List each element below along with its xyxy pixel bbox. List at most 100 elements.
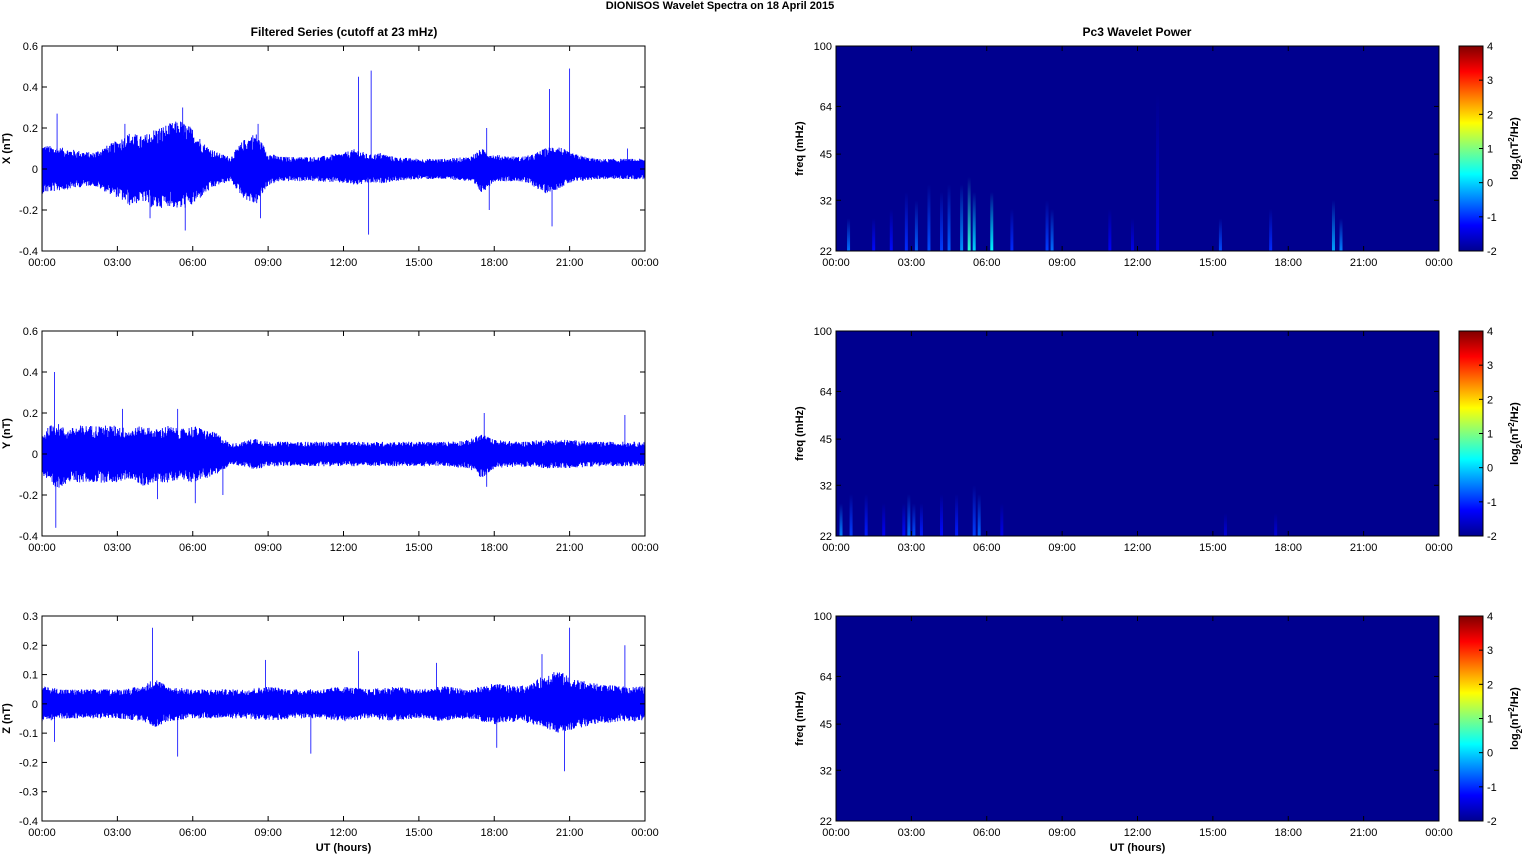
y-power-xtick-label: 00:00 (1425, 542, 1453, 554)
x-power-burst (1010, 209, 1014, 251)
y-series-panel: -0.4 -0.2 0 0.2 0.4 0.6 Y (nT) 00:00 03:00 06:00 0… (1, 326, 659, 554)
z-power-ytick-label: 32 (820, 765, 832, 777)
x-power-burst (1156, 94, 1160, 252)
y-power-xtick-label: 21:00 (1350, 542, 1378, 554)
x-series-ytick-label: -0.2 (19, 205, 38, 217)
y-power-colorbar-label: log2(nT2/Hz) (1507, 402, 1524, 465)
y-series-xtick-label: 09:00 (254, 542, 282, 554)
y-power-plot-area (836, 331, 1439, 536)
y-series-xtick-label: 00:00 (631, 542, 659, 554)
y-series-ylabel: Y (nT) (1, 418, 13, 449)
x-power-plot-area (836, 46, 1439, 251)
x-power-colorbar-tick-label: 3 (1487, 75, 1493, 87)
y-power-burst (955, 494, 959, 536)
x-series-xtick-label: 12:00 (330, 257, 358, 269)
y-power-xtick-label: 15:00 (1199, 542, 1227, 554)
x-power-burst (940, 192, 944, 251)
y-power-panel: 22 32 45 64 100 freq (mHz) -2 -1 0 1 2 3 4 log2(nT2/H… (794, 326, 1524, 554)
x-power-xtick-label: 12:00 (1124, 257, 1152, 269)
z-power-xtick-label: 09:00 (1048, 827, 1076, 839)
x-series-xtick-label: 03:00 (104, 257, 132, 269)
x-power-burst (904, 192, 908, 251)
x-power-burst (1045, 200, 1049, 251)
z-series-ytick-label: -0.1 (19, 728, 38, 740)
y-power-colorbar-tick-label: 3 (1487, 360, 1493, 372)
y-power-burst (902, 503, 906, 536)
y-series-xtick-label: 06:00 (179, 542, 207, 554)
x-power-burst (914, 200, 918, 251)
y-power-ytick-label: 64 (820, 386, 832, 398)
x-power-xtick-label: 00:00 (822, 257, 850, 269)
z-power-xtick-label: 00:00 (1425, 827, 1453, 839)
x-power-burst (1130, 218, 1134, 251)
x-power-colorbar-label: log2(nT2/Hz) (1507, 117, 1524, 180)
z-power-colorbar-tick-label: -1 (1487, 782, 1497, 794)
left-column-title: Filtered Series (cutoff at 23 mHz) (251, 25, 438, 39)
z-power-ylabel: freq (mHz) (794, 691, 806, 746)
z-power-xtick-label: 00:00 (822, 827, 850, 839)
z-power-xtick-label: 06:00 (973, 827, 1001, 839)
x-power-burst (1218, 218, 1222, 251)
y-power-burst (1000, 503, 1004, 536)
y-series-xtick-label: 18:00 (480, 542, 508, 554)
z-power-colorbar-tick-label: 3 (1487, 645, 1493, 657)
z-power-xtick-label: 18:00 (1274, 827, 1302, 839)
x-power-burst (960, 184, 964, 251)
z-series-xtick-label: 09:00 (254, 827, 282, 839)
z-power-colorbar-tick-label: -2 (1487, 816, 1497, 828)
z-series-ylabel: Z (nT) (1, 703, 13, 734)
x-power-burst (847, 218, 851, 251)
x-power-xtick-label: 09:00 (1048, 257, 1076, 269)
y-series-xtick-label: 15:00 (405, 542, 433, 554)
z-power-ytick-label: 100 (814, 611, 832, 623)
z-power-colorbar-tick-label: 4 (1487, 611, 1493, 623)
x-power-burst (1050, 209, 1054, 251)
z-power-colorbar-tick-label: 2 (1487, 679, 1493, 691)
y-power-burst (977, 494, 981, 536)
y-power-xtick-label: 09:00 (1048, 542, 1076, 554)
x-power-burst (947, 184, 951, 251)
y-power-ytick-label: 100 (814, 326, 832, 338)
x-power-burst (1331, 200, 1335, 251)
z-series-xtick-label: 06:00 (179, 827, 207, 839)
y-power-ytick-label: 22 (820, 531, 832, 543)
x-power-ytick-label: 22 (820, 246, 832, 258)
y-power-ytick-label: 32 (820, 480, 832, 492)
z-series-xtick-label: 00:00 (631, 827, 659, 839)
x-power-burst (990, 192, 994, 251)
y-power-burst (972, 485, 976, 536)
z-power-xtick-label: 15:00 (1199, 827, 1227, 839)
y-power-xtick-label: 00:00 (822, 542, 850, 554)
y-power-burst (940, 494, 944, 536)
z-power-panel: 22 32 45 64 100 freq (mHz) -2 -1 0 1 2 3 4 log2(nT2/H… (794, 611, 1524, 854)
x-power-ylabel: freq (mHz) (794, 121, 806, 176)
x-power-burst (1108, 209, 1112, 251)
x-power-colorbar-tick-label: 2 (1487, 109, 1493, 121)
x-power-xtick-label: 18:00 (1274, 257, 1302, 269)
z-power-ytick-label: 45 (820, 719, 832, 731)
y-power-xtick-label: 03:00 (898, 542, 926, 554)
x-power-xtick-label: 15:00 (1199, 257, 1227, 269)
x-series-xtick-label: 00:00 (631, 257, 659, 269)
x-power-colorbar-tick-label: 1 (1487, 144, 1493, 156)
y-power-colorbar-tick-label: 0 (1487, 463, 1493, 475)
x-power-colorbar-tick-label: -1 (1487, 212, 1497, 224)
z-power-xtick-label: 12:00 (1124, 827, 1152, 839)
x-series-panel: -0.4 -0.2 0 0.2 0.4 0.6 X (nT) 00:00 03:00 06:00 0… (1, 41, 659, 269)
z-series-ytick-label: -0.3 (19, 787, 38, 799)
x-power-xtick-label: 06:00 (973, 257, 1001, 269)
x-power-burst (927, 184, 931, 251)
x-power-colorbar-tick-label: 0 (1487, 178, 1493, 190)
y-power-ylabel: freq (mHz) (794, 406, 806, 461)
x-series-ytick-label: 0.4 (23, 82, 38, 94)
x-series-xtick-label: 21:00 (556, 257, 584, 269)
y-power-colorbar-tick-label: -1 (1487, 497, 1497, 509)
x-power-panel: 22 32 45 64 100 freq (mHz) -2 -1 0 1 2 3 4 log2(nT2/H… (794, 41, 1524, 269)
y-series-ytick-label: -0.2 (19, 490, 38, 502)
y-power-burst (864, 494, 868, 536)
y-power-colorbar-tick-label: 1 (1487, 429, 1493, 441)
z-power-xtick-label: 03:00 (898, 827, 926, 839)
figure-title: DIONISOS Wavelet Spectra on 18 April 201… (606, 0, 834, 12)
y-series-ytick-label: 0.6 (23, 326, 38, 338)
y-series-ytick-label: 0.2 (23, 408, 38, 420)
